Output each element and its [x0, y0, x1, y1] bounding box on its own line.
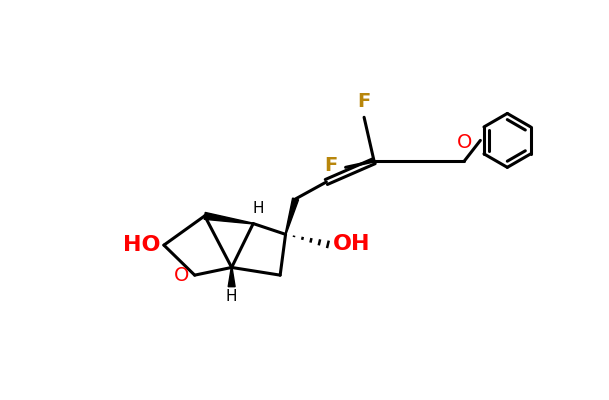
Polygon shape [204, 212, 253, 224]
Text: O: O [457, 133, 472, 152]
Polygon shape [228, 268, 235, 287]
Text: O: O [174, 266, 189, 286]
Text: H: H [226, 289, 238, 304]
Polygon shape [285, 198, 298, 234]
Text: HO: HO [122, 235, 160, 255]
Text: OH: OH [333, 234, 370, 254]
Text: H: H [253, 201, 264, 216]
Text: F: F [325, 156, 338, 174]
Text: F: F [357, 92, 371, 111]
